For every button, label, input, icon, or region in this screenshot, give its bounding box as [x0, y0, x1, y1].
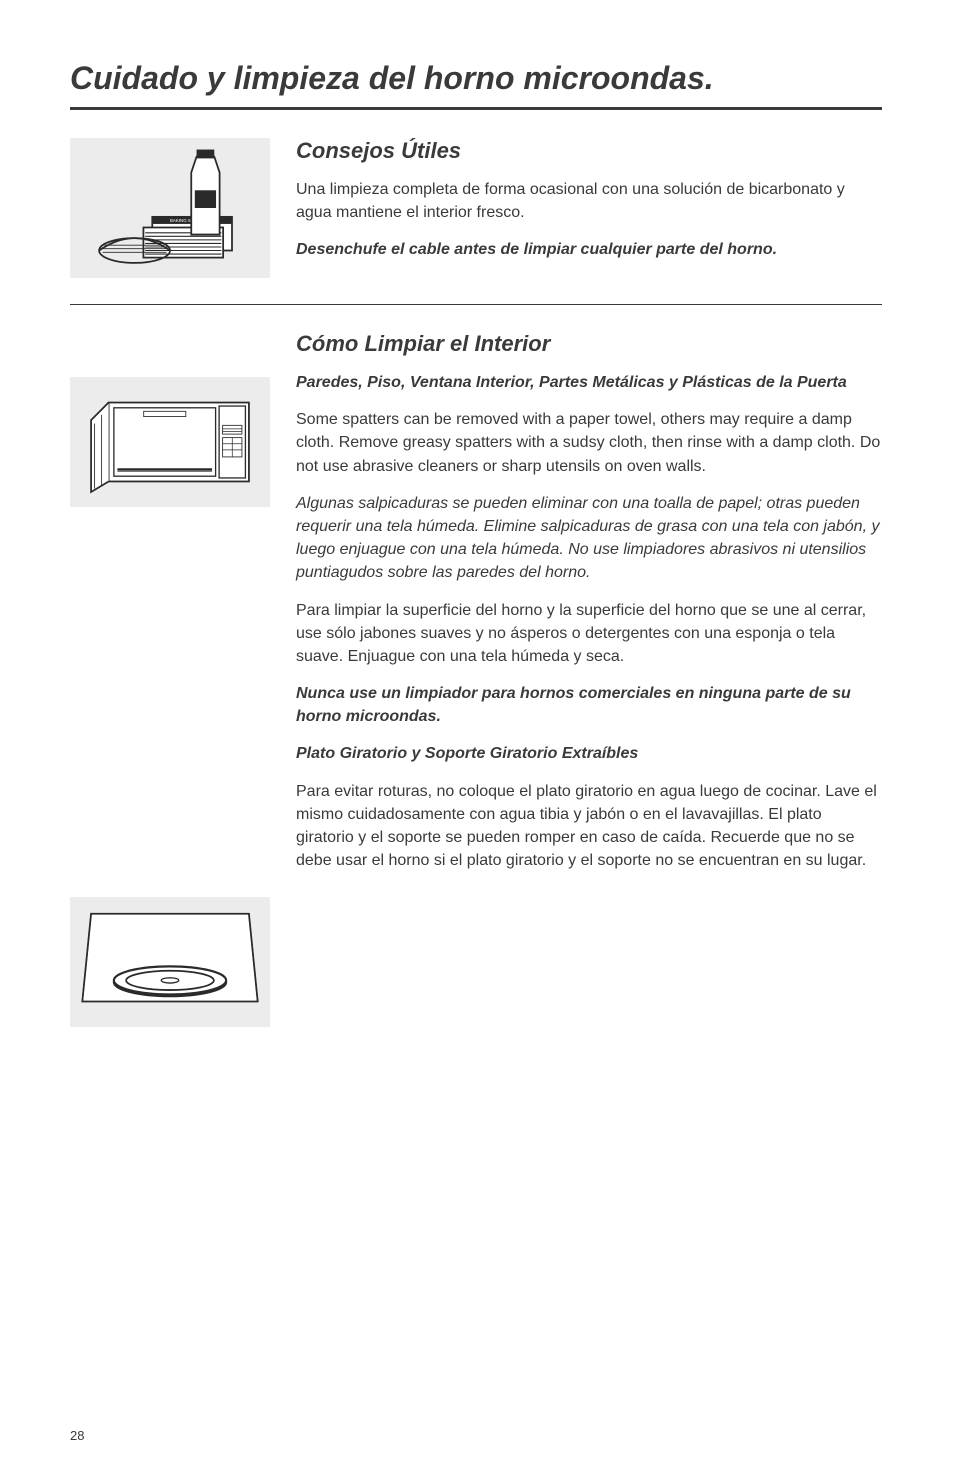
limpiar-p4: Nunca use un limpiador para hornos comer…	[296, 682, 882, 728]
baking-soda-icon: BAKING SODA	[70, 138, 270, 278]
limpiar-p3: Para limpiar la superficie del horno y l…	[296, 599, 882, 669]
page-title: Cuidado y limpieza del horno microondas.	[70, 60, 882, 110]
page-number: 28	[70, 1428, 84, 1443]
section-consejos-content: Consejos Útiles Una limpieza completa de…	[296, 138, 882, 276]
section-limpiar: Cómo Limpiar el Interior Paredes, Piso, …	[70, 331, 882, 1027]
limpiar-sub2: Plato Giratorio y Soporte Giratorio Extr…	[296, 742, 882, 765]
limpiar-illus-column	[70, 331, 270, 1027]
limpiar-sub1: Paredes, Piso, Ventana Interior, Partes …	[296, 371, 882, 394]
consejos-p1: Una limpieza completa de forma ocasional…	[296, 178, 882, 224]
limpiar-p2: Algunas salpicaduras se pueden eliminar …	[296, 492, 882, 585]
microwave-turntable-icon	[70, 897, 270, 1027]
divider	[70, 304, 882, 305]
consejos-p2: Desenchufe el cable antes de limpiar cua…	[296, 238, 882, 261]
section-limpiar-content: Cómo Limpiar el Interior Paredes, Piso, …	[296, 331, 882, 886]
limpiar-p1: Some spatters can be removed with a pape…	[296, 408, 882, 478]
limpiar-heading: Cómo Limpiar el Interior	[296, 331, 882, 357]
section-consejos: BAKING SODA Consejos Útil	[70, 138, 882, 278]
microwave-open-icon	[70, 377, 270, 507]
limpiar-p5: Para evitar roturas, no coloque el plato…	[296, 780, 882, 873]
consejos-heading: Consejos Útiles	[296, 138, 882, 164]
